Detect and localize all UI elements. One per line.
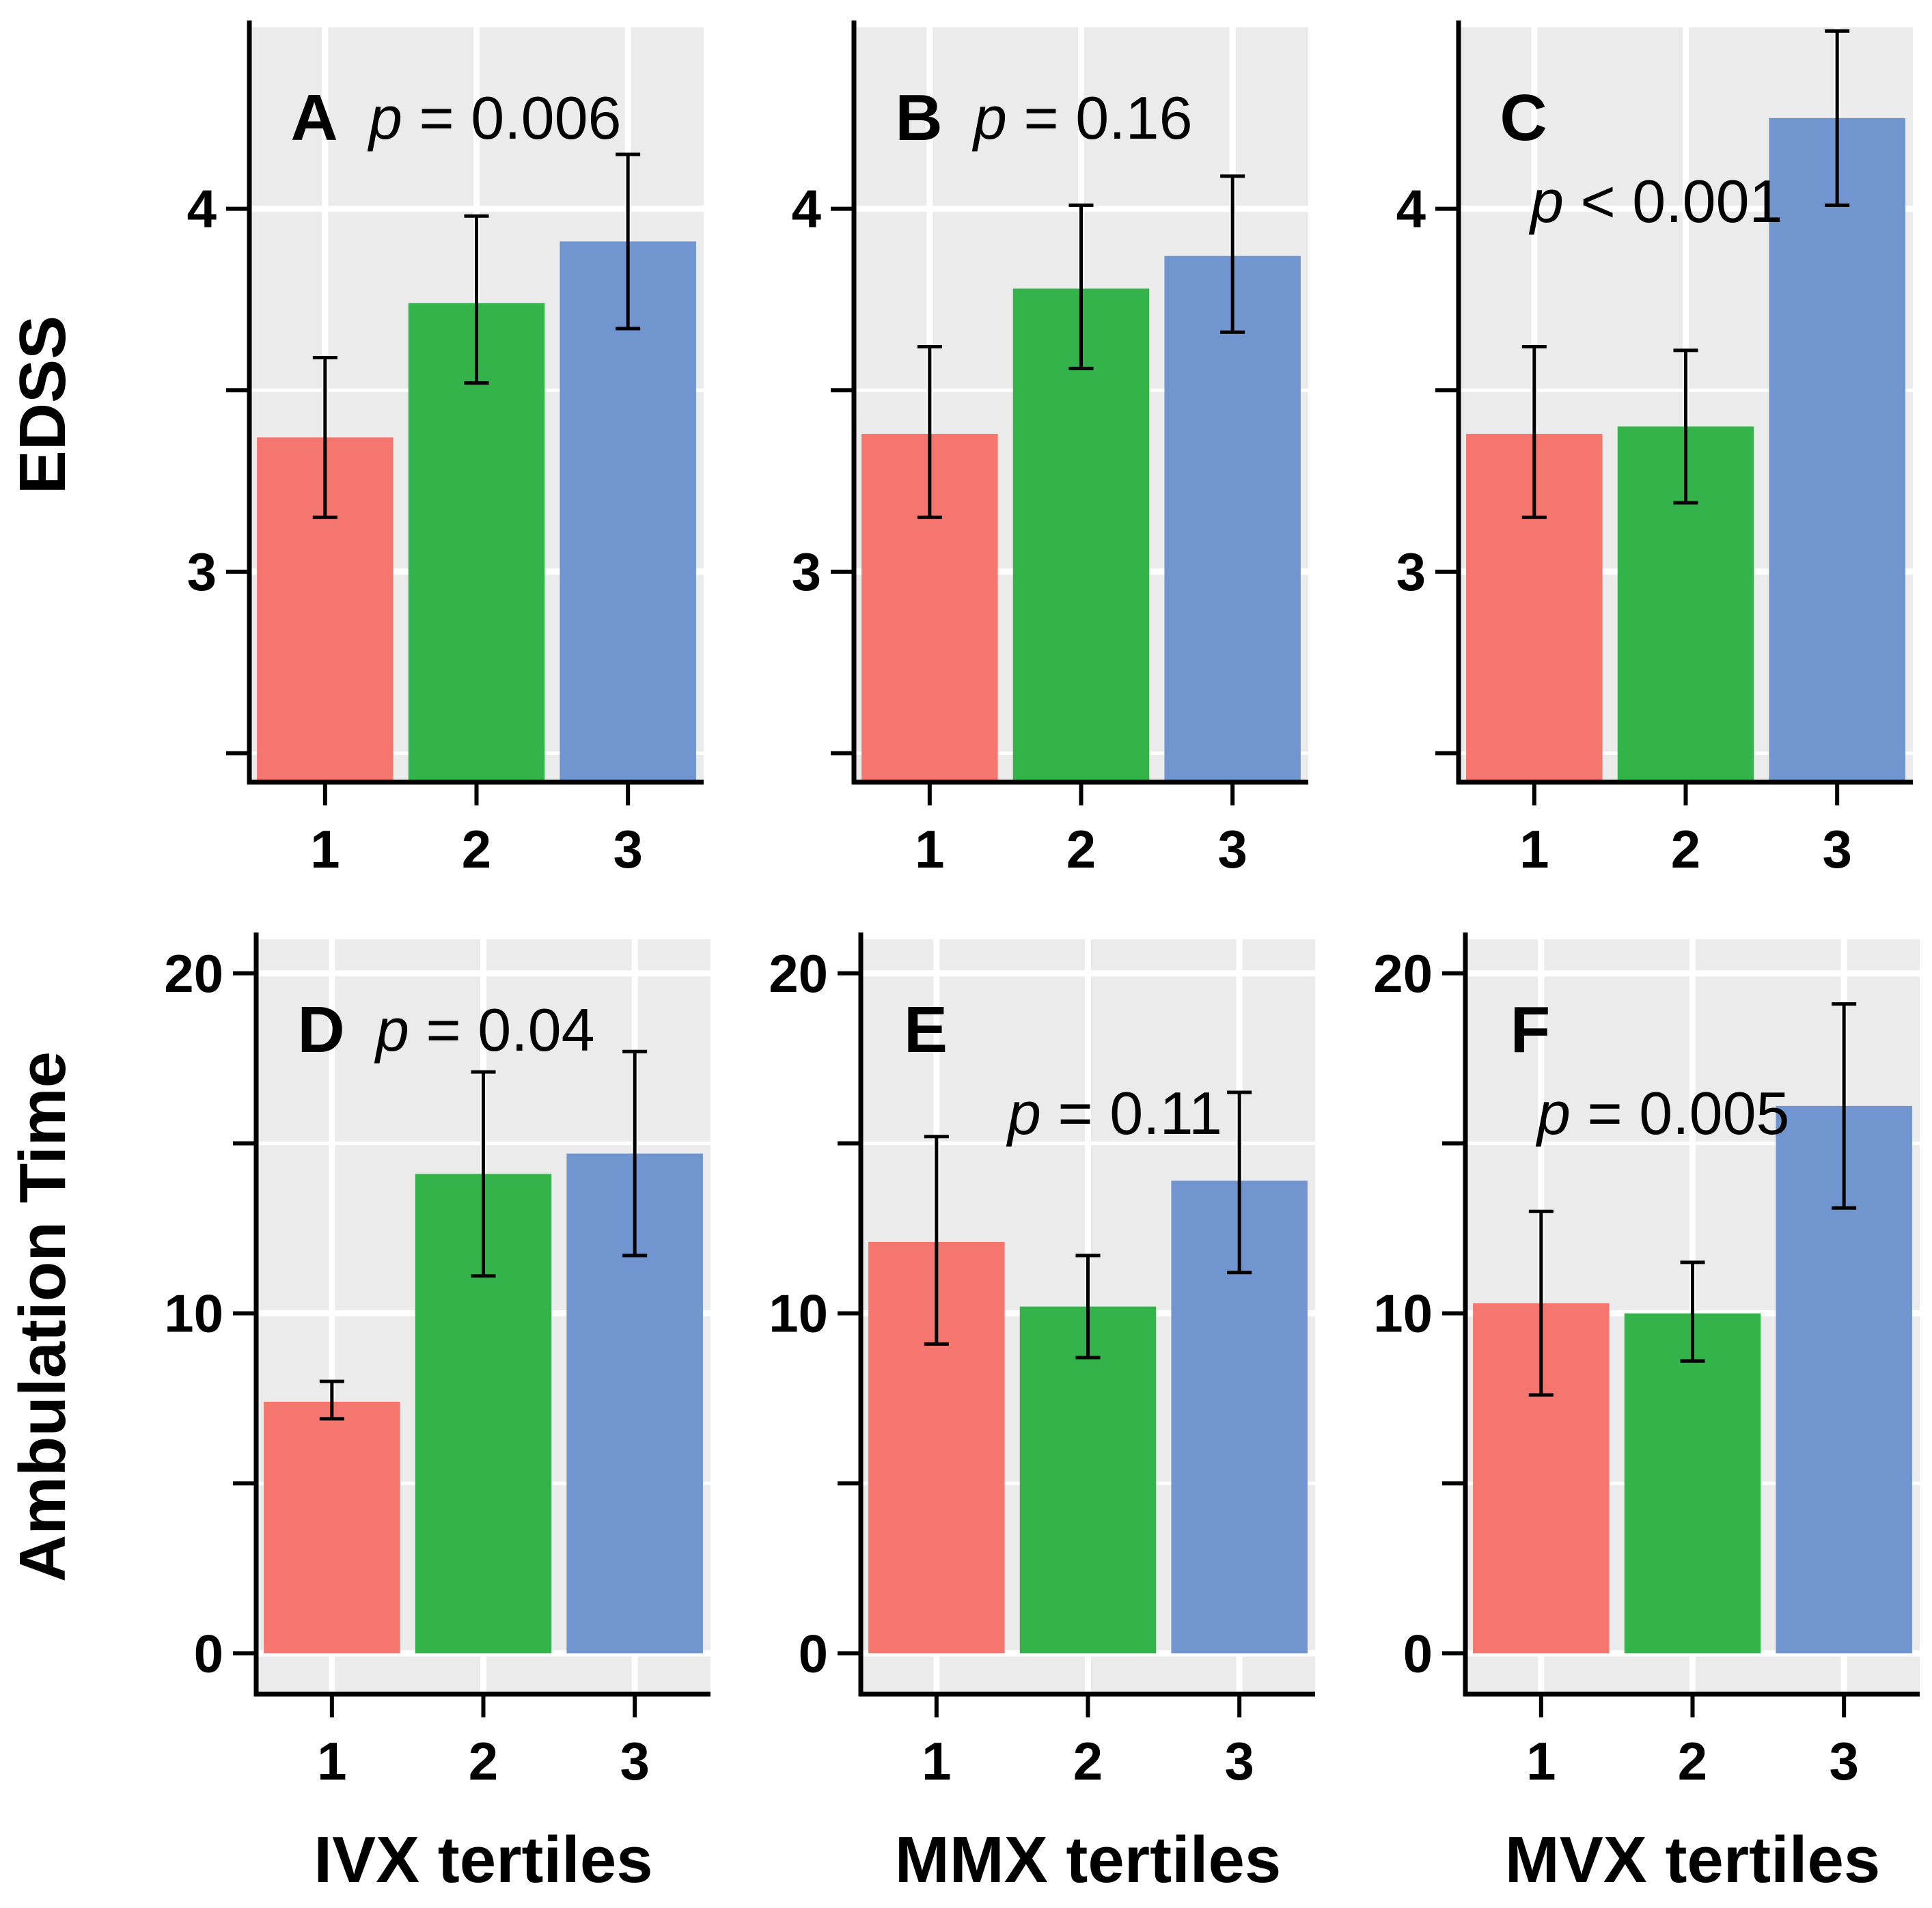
bar-F-2 [1624, 1313, 1761, 1654]
bar-C-3 [1769, 117, 1905, 782]
panel-E: 0 10 20 1 2 3 Ep = 0.11 MMX tertiles [769, 932, 1315, 1896]
p-value-annotation: p = 0.04 [374, 996, 595, 1064]
x-tick-label: 2 [1073, 1731, 1103, 1791]
error-bar-F-1 [1528, 1209, 1554, 1397]
y-tick-label: 4 [792, 179, 821, 239]
error-bar-D-3 [622, 1049, 648, 1258]
error-bar-D-1 [319, 1379, 344, 1421]
y-axis-title: Ambulation Time [6, 1051, 79, 1582]
panel-letter: B [895, 81, 942, 154]
y-tick-label: 10 [769, 1284, 828, 1344]
panel-F: 0 10 20 1 2 3 Fp = 0.005 MVX tertiles [1373, 932, 1920, 1896]
panel-letter: F [1510, 993, 1551, 1066]
x-axis-title: IVX tertiles [314, 1823, 652, 1896]
x-tick-label: 2 [1066, 819, 1096, 879]
x-axis-title: MVX tertiles [1505, 1823, 1881, 1896]
y-tick-label: 3 [187, 542, 217, 602]
y-tick-label: 20 [1373, 943, 1433, 1004]
x-tick-label: 3 [620, 1731, 649, 1791]
x-tick-label: 1 [317, 1731, 346, 1791]
error-bar-A-3 [616, 152, 641, 331]
x-tick-label: 3 [613, 819, 642, 879]
error-bar-D-2 [471, 1070, 496, 1278]
y-tick-label: 3 [792, 542, 821, 602]
panel-letter: A [290, 81, 337, 154]
p-value-annotation: p = 0.11 [1006, 1079, 1222, 1147]
y-tick-label: 4 [1396, 179, 1426, 239]
error-bar-F-2 [1680, 1260, 1705, 1363]
x-tick-label: 3 [1829, 1731, 1858, 1791]
panel-A: 3 4 1 2 3 A p = 0.006 EDSS [6, 20, 704, 879]
x-tick-label: 3 [1217, 819, 1247, 879]
error-bar-F-3 [1832, 1002, 1857, 1210]
p-value-annotation: p = 0.005 [1535, 1079, 1789, 1147]
error-bar-E-1 [924, 1135, 949, 1346]
error-bar-E-3 [1227, 1090, 1252, 1275]
panel-letter: D [297, 993, 344, 1066]
y-tick-label: 4 [187, 179, 217, 239]
y-tick-label: 0 [1403, 1623, 1433, 1683]
error-bar-C-3 [1825, 29, 1850, 207]
panel-C: 3 4 1 2 3 Cp < 0.001 [1396, 20, 1913, 879]
panel-D: 0 10 20 1 2 3 D p = 0.04 Ambulation Time IVX tert… [6, 932, 710, 1896]
bar-B-3 [1164, 255, 1301, 782]
y-tick-label: 0 [799, 1623, 828, 1683]
error-bar-C-2 [1673, 348, 1698, 505]
y-tick-label: 10 [1373, 1284, 1433, 1344]
error-bar-B-1 [917, 345, 942, 519]
error-bar-A-2 [464, 214, 489, 385]
error-bar-C-1 [1521, 345, 1547, 519]
x-tick-label: 1 [1519, 819, 1549, 879]
x-tick-label: 1 [922, 1731, 951, 1791]
error-bar-E-2 [1075, 1254, 1101, 1359]
bar-D-1 [264, 1401, 400, 1654]
x-tick-label: 1 [310, 819, 340, 879]
panel-B: 3 4 1 2 3 B p = 0.16 [792, 20, 1308, 879]
y-tick-label: 20 [769, 943, 828, 1004]
x-tick-label: 2 [1678, 1731, 1707, 1791]
bar-A-3 [560, 241, 696, 782]
y-tick-label: 20 [164, 943, 223, 1004]
error-bar-A-1 [312, 355, 337, 519]
error-bar-B-3 [1220, 174, 1245, 334]
x-tick-label: 2 [1671, 819, 1700, 879]
p-value-annotation: p < 0.001 [1528, 167, 1782, 235]
panel-letter: E [904, 993, 948, 1066]
bar-E-2 [1019, 1306, 1157, 1654]
y-tick-label: 10 [164, 1284, 223, 1344]
y-tick-label: 3 [1396, 542, 1426, 602]
y-axis-title: EDSS [6, 316, 79, 494]
x-tick-label: 3 [1224, 1731, 1254, 1791]
p-value-annotation: p = 0.006 [367, 84, 621, 152]
panel-letter: C [1500, 81, 1547, 154]
x-tick-label: 3 [1822, 819, 1851, 879]
x-tick-label: 2 [462, 819, 491, 879]
y-tick-label: 0 [194, 1623, 223, 1683]
x-tick-label: 1 [915, 819, 944, 879]
x-axis-title: MMX tertiles [895, 1823, 1281, 1896]
p-value-annotation: p = 0.16 [971, 84, 1193, 152]
x-tick-label: 2 [469, 1731, 498, 1791]
bar-B-2 [1012, 288, 1150, 782]
error-bar-B-2 [1068, 203, 1094, 370]
x-tick-label: 1 [1526, 1731, 1556, 1791]
